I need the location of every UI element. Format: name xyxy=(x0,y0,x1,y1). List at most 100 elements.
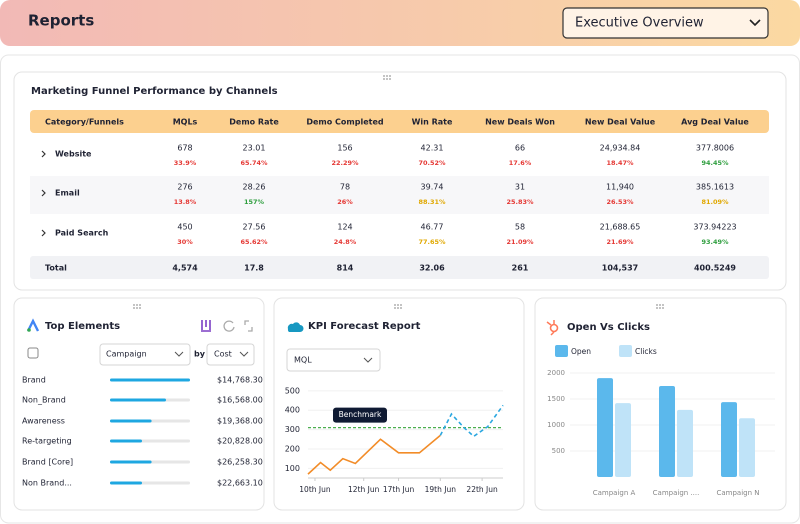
cell-percent: 26.53% xyxy=(606,198,634,206)
y-tick-label: 2000 xyxy=(547,369,565,377)
expand-chevron[interactable] xyxy=(41,150,46,158)
refresh-icon[interactable] xyxy=(223,320,235,332)
metric-select[interactable] xyxy=(206,343,255,366)
total-value: 400.5249 xyxy=(694,264,736,273)
element-value: $22,663.10 xyxy=(217,479,263,488)
total-value: 261 xyxy=(512,264,529,273)
total-band xyxy=(30,256,769,279)
y-tick-label: 100 xyxy=(285,464,300,473)
y-tick-label: 300 xyxy=(285,425,300,434)
share-bar xyxy=(110,378,190,382)
open-clicks-title: Open Vs Clicks xyxy=(567,322,650,333)
element-value: $26,258.30 xyxy=(217,458,263,467)
x-tick-label: 22th Jun xyxy=(466,485,498,494)
element-name: Awareness xyxy=(22,417,65,426)
cell-value: 156 xyxy=(337,144,352,153)
cell-percent: 13.8% xyxy=(174,198,197,206)
metric-select-label[interactable]: Cost xyxy=(214,350,232,359)
cell-percent: 94.45% xyxy=(701,159,729,167)
chevron xyxy=(749,19,761,27)
ads-dot xyxy=(27,328,31,332)
column-header: New Deals Won xyxy=(485,118,555,127)
expand-chevron[interactable] xyxy=(41,229,46,237)
total-value: 17.8 xyxy=(244,264,264,273)
kpi-select-label[interactable]: MQL xyxy=(294,356,312,365)
column-header: Demo Completed xyxy=(306,118,384,127)
cell-percent: 70.52% xyxy=(418,159,446,167)
series-line xyxy=(307,434,441,475)
cell-value: 21,688.65 xyxy=(600,223,641,232)
cell-percent: 77.65% xyxy=(418,238,446,246)
x-tick-label: Campaign N xyxy=(716,489,759,497)
total-value: 104,537 xyxy=(602,264,638,273)
column-header: Win Rate xyxy=(412,118,453,127)
share-bar xyxy=(110,481,142,485)
column-header: MQLs xyxy=(173,118,198,127)
cell-percent: 24.8% xyxy=(334,238,357,246)
cell-percent: 81.09% xyxy=(701,198,729,206)
element-name: Brand [Core] xyxy=(22,458,73,467)
chart-icon[interactable] xyxy=(201,320,211,332)
element-value: $14,768.30 xyxy=(217,376,263,385)
cell-value: 124 xyxy=(337,223,352,232)
chevron xyxy=(363,357,373,363)
x-tick-label: 12th Jun xyxy=(348,485,380,494)
share-bar xyxy=(110,419,152,423)
element-value: $19,368.00 xyxy=(217,417,263,426)
y-tick-label: 400 xyxy=(285,406,300,415)
cell-value: 78 xyxy=(340,183,350,192)
kpi-select[interactable] xyxy=(286,348,381,372)
y-tick-label: 500 xyxy=(552,447,565,455)
legend-swatch xyxy=(619,345,632,357)
share-bar xyxy=(110,439,142,443)
cell-value: 27.56 xyxy=(243,223,266,232)
chevron xyxy=(174,351,184,357)
cell-percent: 65.74% xyxy=(240,159,268,167)
y-tick-label: 200 xyxy=(285,444,300,453)
top-elements-title: Top Elements xyxy=(45,321,120,332)
funnel-title: Marketing Funnel Performance by Channels xyxy=(31,86,278,97)
y-tick-label: 1500 xyxy=(547,395,565,403)
x-tick-label: Campaign .... xyxy=(653,489,700,497)
expand-chevron[interactable] xyxy=(41,189,46,197)
row-name: Website xyxy=(55,150,92,159)
legend-label: Open xyxy=(571,347,591,356)
ads-icon xyxy=(26,318,40,332)
bar xyxy=(659,385,675,477)
group-select[interactable] xyxy=(99,343,191,366)
row-name: Email xyxy=(55,189,80,198)
x-tick-label: 19th Jun xyxy=(425,485,457,494)
expand-icon[interactable] xyxy=(244,320,253,332)
cell-value: 276 xyxy=(177,183,192,192)
total-value: 4,574 xyxy=(172,264,198,273)
cell-value: 46.77 xyxy=(421,223,444,232)
cell-percent: 93.49% xyxy=(701,238,729,246)
cell-percent: 33.9% xyxy=(174,159,197,167)
top-elements-panel xyxy=(13,297,265,511)
series-line xyxy=(439,404,504,438)
cell-percent: 17.6% xyxy=(509,159,532,167)
cell-value: 450 xyxy=(177,223,192,232)
column-header: Category/Funnels xyxy=(45,118,124,127)
cell-percent: 88.31% xyxy=(418,198,446,206)
cell-percent: 21.09% xyxy=(506,238,534,246)
bar xyxy=(597,378,613,477)
kpi-title: KPI Forecast Report xyxy=(308,321,421,332)
view-select-label[interactable]: Executive Overview xyxy=(575,16,704,31)
element-value: $20,828.00 xyxy=(217,437,263,446)
cell-value: 28.26 xyxy=(243,183,266,192)
cell-percent: 21.69% xyxy=(606,238,634,246)
legend-label: Clicks xyxy=(635,347,657,356)
element-value: $16,568.00 xyxy=(217,396,263,405)
column-header: Avg Deal Value xyxy=(681,118,749,127)
calendar-icon[interactable] xyxy=(27,347,39,359)
cell-value: 23.01 xyxy=(243,144,266,153)
group-select-label[interactable]: Campaign xyxy=(106,350,147,359)
view-select[interactable] xyxy=(562,7,769,39)
cell-value: 385.1613 xyxy=(696,183,734,192)
cell-value: 42.31 xyxy=(421,144,444,153)
table-header xyxy=(30,110,769,133)
cell-value: 11,940 xyxy=(606,183,634,192)
cell-percent: 26% xyxy=(337,198,353,206)
total-value: 814 xyxy=(337,264,354,273)
